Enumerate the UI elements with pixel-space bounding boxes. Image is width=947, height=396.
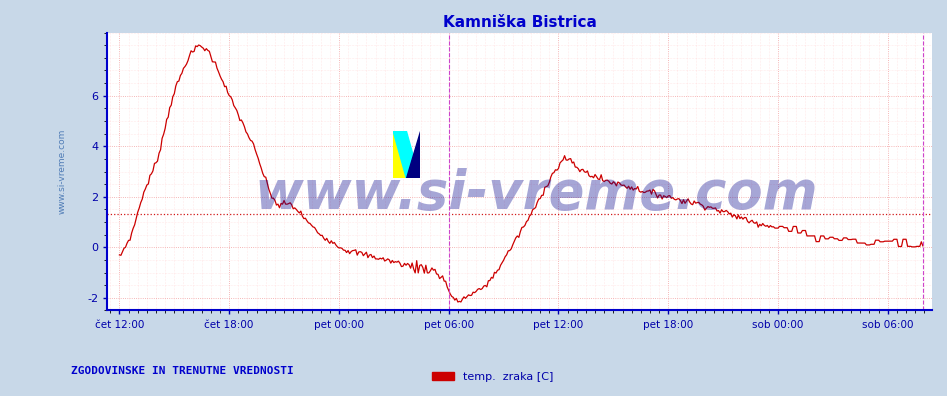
Polygon shape — [406, 131, 420, 178]
Polygon shape — [393, 131, 420, 178]
Text: www.si-vreme.com: www.si-vreme.com — [58, 129, 66, 214]
Title: Kamniška Bistrica: Kamniška Bistrica — [442, 15, 597, 30]
Legend: temp.  zraka [C]: temp. zraka [C] — [427, 367, 558, 386]
Text: ZGODOVINSKE IN TRENUTNE VREDNOSTI: ZGODOVINSKE IN TRENUTNE VREDNOSTI — [71, 366, 294, 376]
Text: www.si-vreme.com: www.si-vreme.com — [255, 168, 818, 220]
Polygon shape — [393, 131, 406, 178]
